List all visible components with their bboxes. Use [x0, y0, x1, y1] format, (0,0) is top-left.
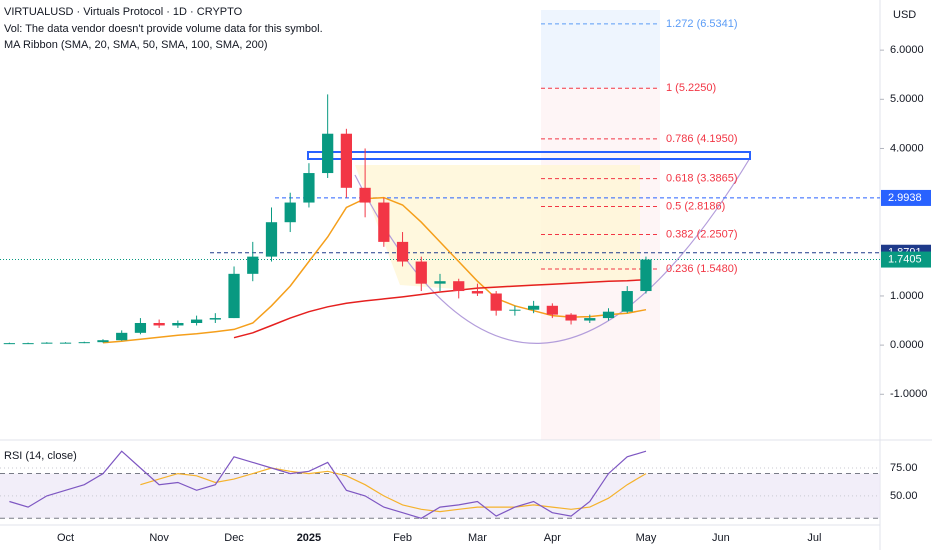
rsi-tick-label: 50.00	[890, 490, 918, 502]
pattern-zone	[355, 165, 640, 290]
y-tick-label: 6.0000	[890, 44, 924, 56]
candle-body	[602, 311, 615, 319]
x-tick-label: Dec	[224, 532, 244, 544]
candle-body	[490, 293, 502, 311]
candle-body	[209, 318, 221, 320]
rsi-tick-label: 75.00	[890, 462, 918, 474]
indicator-label: MA Ribbon (SMA, 20, SMA, 50, SMA, 100, S…	[4, 39, 268, 51]
x-tick-label: Nov	[149, 532, 169, 544]
resistance-box	[307, 151, 751, 160]
rsi-ma	[140, 467, 647, 513]
x-tick-label: Oct	[57, 532, 74, 544]
rsi-line	[9, 450, 647, 519]
candle-body	[265, 222, 278, 257]
x-tick-label: Feb	[393, 532, 412, 544]
fib-label: 0.5 (2.8186)	[666, 200, 725, 212]
candle-body	[59, 342, 72, 344]
fib-label: 0.786 (4.1950)	[666, 133, 738, 145]
candle-body	[303, 173, 315, 203]
x-tick-label: Jul	[807, 532, 821, 544]
candle-body	[134, 322, 147, 333]
candle-body	[22, 343, 34, 345]
candle-body	[565, 314, 577, 321]
candle-body	[190, 319, 203, 323]
fib-label: 0.618 (3.3865)	[666, 173, 738, 185]
y-tick-label: 1.0000	[890, 290, 924, 302]
candle-body	[528, 305, 540, 310]
candle-body	[584, 318, 596, 321]
candle-body	[546, 305, 558, 315]
candle-body	[172, 322, 184, 326]
candle-body	[621, 291, 633, 312]
y-tick-label: 4.0000	[890, 142, 924, 154]
currency-label: USD	[893, 9, 916, 21]
chart-title: VIRTUALUSD · Virtuals Protocol · 1D · CR…	[4, 6, 243, 18]
x-tick-label: Jun	[712, 532, 730, 544]
x-tick-label: 2025	[297, 532, 321, 544]
moving-average	[102, 196, 647, 344]
candle-body	[322, 133, 334, 174]
candle-body	[378, 202, 390, 242]
candle-body	[3, 343, 15, 345]
fib-label: 0.236 (1.5480)	[666, 263, 738, 275]
moving-average	[233, 278, 647, 339]
candle-body	[396, 241, 409, 262]
candle-body	[284, 202, 296, 223]
candle-body	[116, 332, 128, 341]
fib-zone-upper	[541, 10, 660, 88]
price-tag	[881, 189, 931, 206]
fib-label: 1 (5.2250)	[666, 82, 716, 94]
y-tick-label: 0.0000	[890, 339, 924, 351]
candle-body	[453, 281, 465, 292]
candle-body	[509, 309, 521, 311]
price-tag-label: 1.7405	[888, 253, 922, 265]
candle-body	[247, 256, 259, 274]
x-tick-label: May	[636, 532, 657, 544]
candle-body	[415, 261, 427, 284]
rsi-title: RSI (14, close)	[4, 450, 77, 462]
candle-body	[471, 291, 484, 294]
volume-note: Vol: The data vendor doesn't provide vol…	[4, 23, 323, 35]
candle-body	[97, 340, 109, 343]
fib-label: 1.272 (6.5341)	[666, 18, 738, 30]
price-tag-label: 2.9938	[888, 192, 922, 204]
candle-body	[434, 281, 446, 284]
candle-body	[340, 133, 352, 188]
candle-body	[640, 259, 652, 292]
price-tag	[881, 251, 931, 268]
y-tick-label: 5.0000	[890, 93, 924, 105]
fib-label: 0.382 (2.2507)	[666, 228, 738, 240]
x-tick-label: Apr	[544, 532, 561, 544]
candle-body	[359, 187, 371, 203]
candle-body	[228, 273, 240, 319]
y-tick-label: -1.0000	[890, 388, 927, 400]
candle-body	[153, 322, 165, 326]
candle-body	[78, 342, 90, 344]
candle-body	[41, 342, 53, 344]
x-tick-label: Mar	[468, 532, 487, 544]
